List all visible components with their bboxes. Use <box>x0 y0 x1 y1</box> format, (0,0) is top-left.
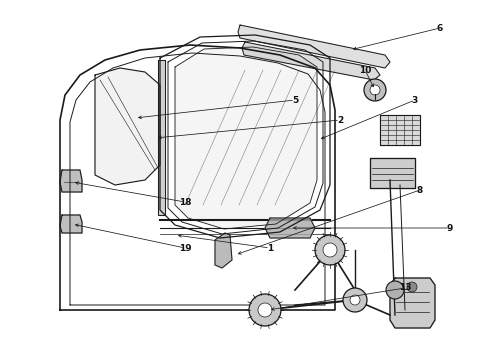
Text: 3: 3 <box>412 95 418 104</box>
Circle shape <box>343 288 367 312</box>
Polygon shape <box>175 47 317 229</box>
Polygon shape <box>158 60 165 215</box>
Polygon shape <box>60 215 82 233</box>
Circle shape <box>323 243 337 257</box>
Circle shape <box>350 295 360 305</box>
Polygon shape <box>95 68 160 185</box>
Polygon shape <box>265 218 315 238</box>
Text: 13: 13 <box>399 284 411 292</box>
Text: 9: 9 <box>447 224 453 233</box>
Text: 19: 19 <box>179 243 191 252</box>
Text: 2: 2 <box>337 116 343 125</box>
Polygon shape <box>238 25 390 68</box>
Circle shape <box>258 303 272 317</box>
Polygon shape <box>242 42 380 80</box>
Polygon shape <box>215 233 232 268</box>
Circle shape <box>407 282 417 292</box>
Polygon shape <box>380 115 420 145</box>
Text: 18: 18 <box>179 198 191 207</box>
Circle shape <box>249 294 281 326</box>
Circle shape <box>364 79 386 101</box>
Text: 8: 8 <box>417 185 423 194</box>
Text: 1: 1 <box>267 243 273 252</box>
Polygon shape <box>60 170 82 192</box>
Circle shape <box>370 85 380 95</box>
Text: 6: 6 <box>437 23 443 32</box>
Text: 5: 5 <box>292 95 298 104</box>
Circle shape <box>315 235 345 265</box>
Polygon shape <box>390 278 435 328</box>
Circle shape <box>386 281 404 299</box>
Text: 10: 10 <box>359 66 371 75</box>
Polygon shape <box>370 158 415 188</box>
